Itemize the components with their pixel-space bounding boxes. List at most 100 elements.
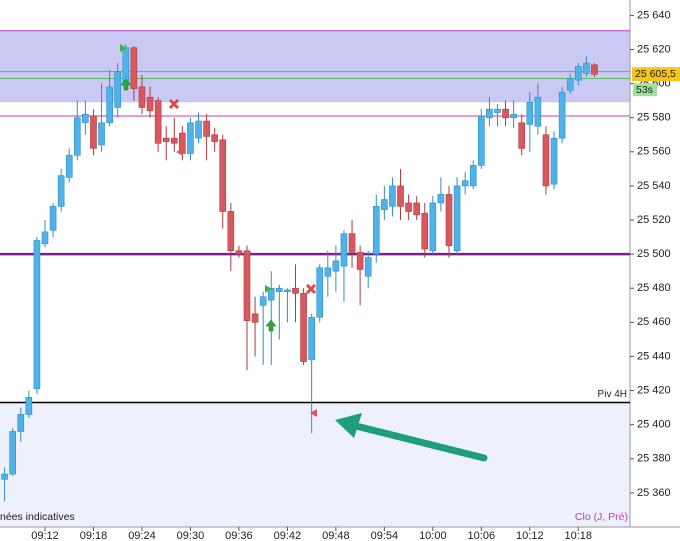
callout-arrowhead (335, 413, 362, 438)
y-tick-label: 25 360 (637, 487, 671, 499)
y-tick-label: 25 400 (637, 419, 671, 431)
level-label: Piv 4H (598, 389, 627, 400)
candle-body (534, 96, 542, 127)
timer-label: 53s (636, 84, 653, 96)
x-tick-label: 10:06 (468, 530, 496, 541)
x-tick-label: 10:00 (419, 530, 447, 541)
candle-body (421, 212, 429, 250)
x-tick-label: 09:48 (322, 530, 350, 541)
y-tick-label: 25 560 (637, 146, 671, 158)
candle-body (292, 287, 299, 294)
y-tick-label: 25 520 (637, 214, 671, 226)
x-tick-label: 09:12 (31, 530, 59, 541)
y-tick-label: 25 620 (637, 43, 671, 55)
candle-body (591, 64, 598, 75)
candle-body (33, 240, 41, 390)
candle-body (187, 122, 194, 154)
callout-arrow (348, 421, 488, 462)
footer-mode: Clo (J, Pré) (575, 511, 628, 523)
candle-body (65, 154, 73, 178)
candle-body (9, 431, 16, 475)
candle-body (49, 206, 57, 231)
annotations (120, 44, 488, 462)
candle-body (356, 252, 364, 270)
candle-body (308, 316, 315, 361)
candle-body (340, 233, 348, 267)
candle-body (1, 473, 8, 480)
candle-body (437, 194, 445, 204)
y-tick-label: 25 540 (637, 180, 671, 192)
candle-body (413, 202, 420, 216)
candle-body (211, 134, 218, 142)
candle-body (203, 120, 210, 137)
signal-triangle (265, 285, 272, 293)
footer-note: nées indicatives (0, 511, 75, 523)
timer-box (633, 83, 657, 97)
candle-body (364, 257, 372, 277)
candle-body (324, 267, 332, 277)
candle-body (17, 414, 25, 432)
x-tick-label: 09:24 (128, 530, 156, 541)
candle-body (461, 180, 469, 187)
signal-triangle (310, 409, 317, 417)
candle-body (502, 108, 509, 118)
candle-body (106, 86, 113, 124)
candle-body (526, 102, 534, 125)
candle-body (542, 134, 550, 187)
signal-triangle (120, 44, 127, 52)
candle-body (259, 296, 267, 306)
candle-body (453, 185, 461, 252)
y-tick-label: 25 440 (637, 350, 671, 362)
candle-body (445, 194, 453, 246)
candle-body (478, 115, 485, 166)
candle-body (146, 96, 154, 112)
x-tick-label: 09:30 (177, 530, 205, 541)
y-tick-label: 25 580 (637, 112, 671, 124)
x-tick-label: 10:12 (516, 530, 544, 541)
candle-body (267, 287, 275, 301)
candle-body (219, 139, 227, 212)
candle-body (243, 250, 251, 321)
candle-body (518, 122, 526, 149)
buy-arrow (120, 78, 132, 91)
candle-body (300, 293, 307, 362)
candle-body (98, 122, 105, 146)
candle-body (429, 202, 437, 252)
candle-body (494, 108, 501, 113)
candle-body (114, 71, 122, 108)
candle-body (276, 287, 283, 292)
y-tick-label: 25 480 (637, 282, 671, 294)
candle-body (332, 260, 340, 272)
signal-triangle (176, 148, 183, 156)
candle-body (381, 199, 388, 211)
candle-body (82, 113, 89, 124)
candle-body (162, 137, 170, 142)
candle-body (25, 397, 33, 415)
y-tick-label: 25 460 (637, 316, 671, 328)
candle-body (74, 117, 81, 156)
candle-body (550, 137, 558, 185)
candle-body (122, 47, 130, 83)
candle-body (405, 202, 412, 212)
candle-body (574, 66, 582, 81)
buy-arrow (265, 319, 277, 332)
candle-body (251, 313, 259, 323)
exit-cross (168, 98, 180, 110)
candle-body (90, 115, 97, 149)
candle-body (348, 233, 356, 253)
candle-body (316, 267, 324, 318)
candle-body (57, 175, 65, 207)
x-tick-label: 10:18 (565, 530, 593, 541)
candle-body (138, 86, 146, 108)
x-tick-label: 09:36 (225, 530, 253, 541)
candle-body (130, 47, 138, 89)
price-band (0, 30, 630, 103)
candle-body (195, 120, 202, 139)
candle-body (154, 100, 162, 144)
candle-body (397, 185, 404, 207)
y-tick-label: 25 500 (637, 248, 671, 260)
candle-body (372, 206, 380, 255)
candle-body (558, 91, 566, 139)
background-layer (0, 0, 680, 528)
